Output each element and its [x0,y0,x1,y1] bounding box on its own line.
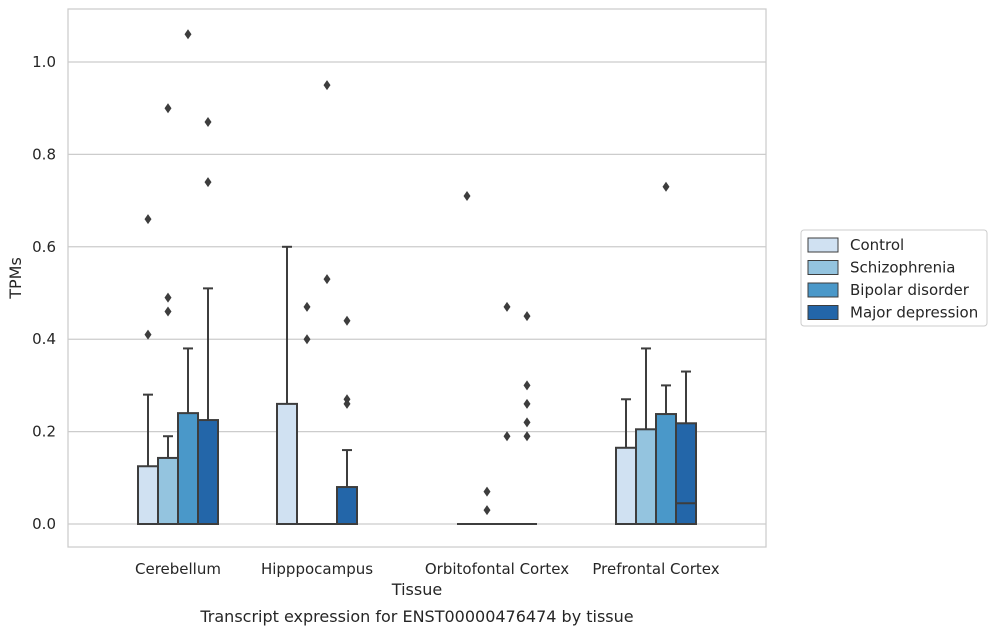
x-tick-label: Cerebellum [135,560,221,578]
y-tick-label: 0.8 [32,145,56,163]
y-tick-label: 0.0 [32,515,56,533]
outlier-point [523,380,531,391]
x-axis-label: Tissue [391,580,442,599]
legend-label: Bipolar disorder [850,281,970,299]
outlier-point [323,80,331,91]
outlier-point [343,394,351,405]
x-tick-label: Orbitofontal Cortex [425,560,569,578]
outlier-point [164,103,172,114]
legend-label: Control [850,236,904,254]
legend-frame [800,229,988,327]
box [137,465,159,525]
x-tick-label: Hipppocampus [261,560,373,578]
box [177,412,199,525]
box [197,419,219,525]
outlier-point [343,315,351,326]
box [675,422,697,525]
legend-swatch [807,237,839,253]
outlier-point [204,117,212,128]
legend-swatch [807,260,839,275]
outlier-point [523,311,531,322]
outlier-point [144,214,152,225]
outlier-point [523,417,531,428]
legend-label: Major depression [850,304,978,322]
x-tick-labels: Cerebellum Hipppocampus Orbitofontal Corte… [135,560,720,578]
outlier-point [323,274,331,285]
plot-area-frame [67,8,767,548]
box [615,446,637,525]
outlier-point [523,431,531,442]
y-tick-label: 0.4 [32,330,56,348]
y-tick-label: 0.2 [32,423,56,441]
box [655,413,677,526]
y-tick-label: 0.6 [32,238,56,256]
outlier-point [303,301,311,312]
outlier-point [503,301,511,312]
outlier-point [204,177,212,188]
y-tick-labels: 0.0 0.2 0.4 0.6 0.8 1.0 [32,53,56,533]
legend-swatch [807,282,839,298]
x-tick-label: Prefrontal Cortex [592,560,719,578]
legend: Control Schizophrenia Bipolar disorder Majo… [800,229,988,327]
box [336,486,358,526]
outlier-point [523,398,531,409]
outlier-point [463,190,471,201]
chart-caption: Transcript expression for ENST0000047647… [199,607,633,626]
y-axis-label: TPMs [6,257,25,300]
outlier-point [303,334,311,345]
outlier-point [164,306,172,317]
box-plot-marks [137,29,697,526]
box [635,428,657,526]
outlier-point [483,505,491,516]
outlier-point [662,181,670,192]
outlier-point [503,431,511,442]
box [157,456,179,525]
box [276,402,298,526]
outlier-point [483,486,491,497]
y-tick-label: 1.0 [32,53,56,71]
legend-label: Schizophrenia [850,259,955,277]
outlier-point [184,29,192,40]
outlier-point [164,292,172,303]
legend-swatch [807,305,839,320]
outlier-point [144,329,152,340]
